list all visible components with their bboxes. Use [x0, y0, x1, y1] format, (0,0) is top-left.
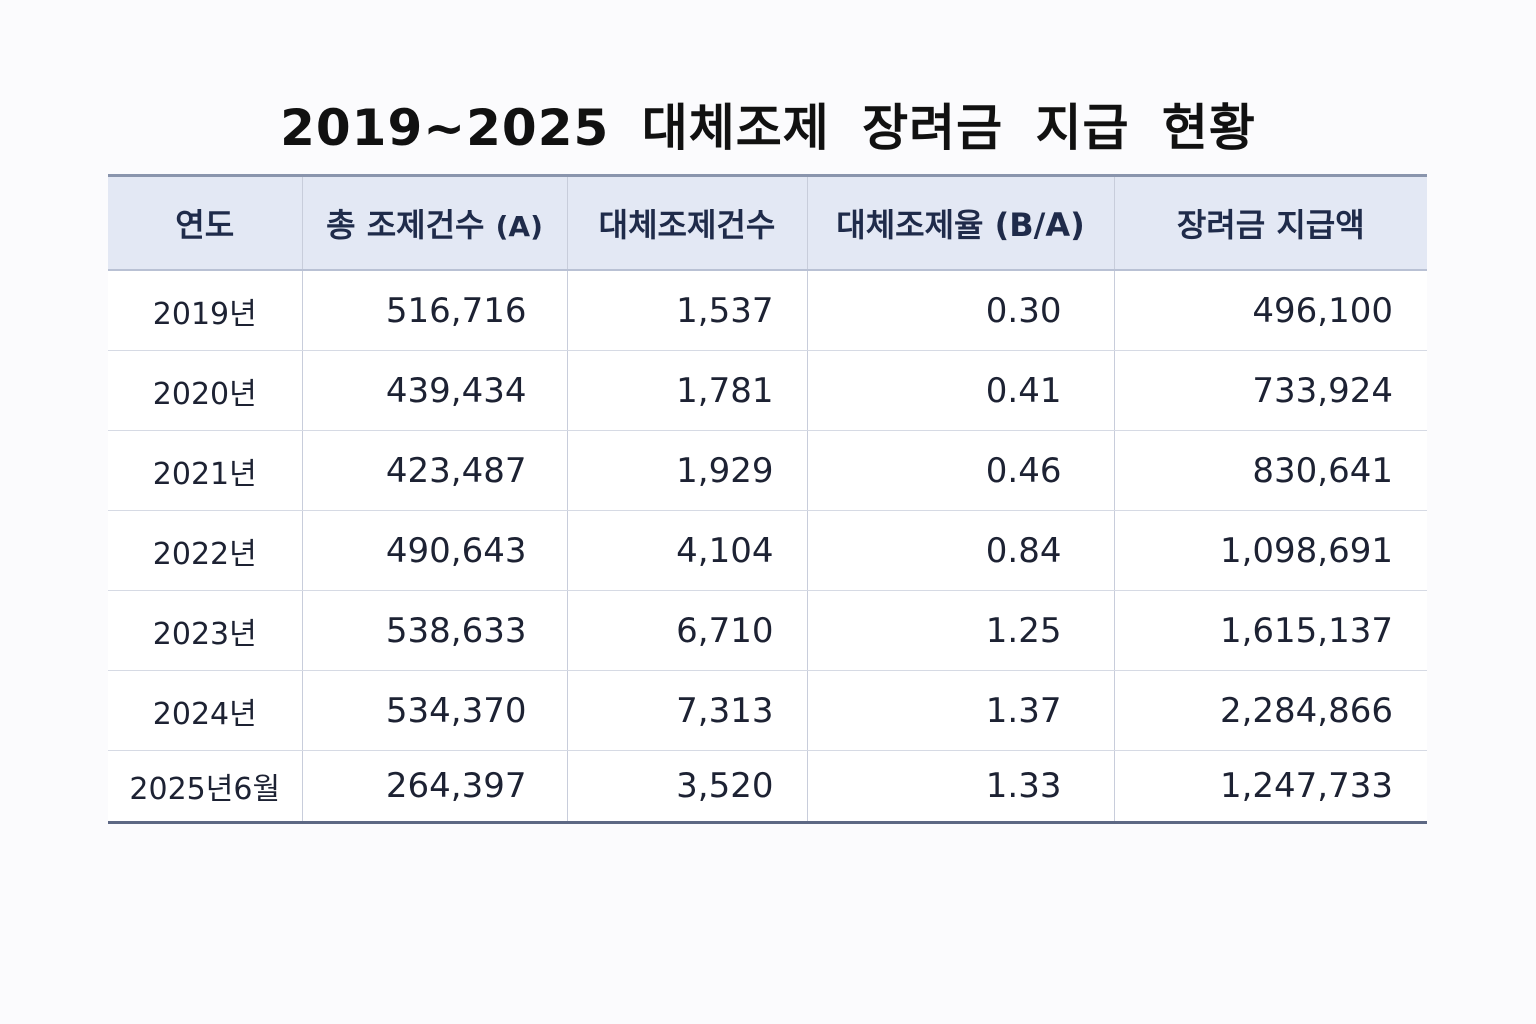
header-incentive: 장려금 지급액: [1113, 175, 1427, 271]
header-rate: 대체조제율 (B/A): [806, 175, 1115, 271]
incentive-cell: 1,098,691: [1113, 510, 1427, 591]
incentive-cell: 1,247,733: [1113, 750, 1427, 823]
total-cell: 423,487: [301, 430, 568, 511]
header-year: 연도: [108, 175, 303, 271]
substitute-cell: 7,313: [566, 670, 808, 751]
year-cell: 2023년: [108, 590, 303, 671]
table-row: 2025년6월 264,397 3,520 1.33 1,247,733: [108, 750, 1427, 823]
year-cell: 2020년: [108, 350, 303, 431]
year-cell: 2025년6월: [108, 750, 303, 823]
header-total-label: 총 조제건수: [326, 206, 485, 244]
table-row: 2019년 516,716 1,537 0.30 496,100: [108, 270, 1427, 351]
total-cell: 264,397: [301, 750, 568, 823]
table-header-row: 연도 총 조제건수 (A) 대체조제건수 대체조제율 (B/A) 장려금 지급액: [108, 175, 1427, 271]
substitute-cell: 6,710: [566, 590, 808, 671]
total-cell: 538,633: [301, 590, 568, 671]
incentive-cell: 2,284,866: [1113, 670, 1427, 751]
rate-cell: 1.37: [806, 670, 1115, 751]
total-cell: 516,716: [301, 270, 568, 351]
rate-cell: 1.33: [806, 750, 1115, 823]
year-cell: 2019년: [108, 270, 303, 351]
substitute-cell: 1,929: [566, 430, 808, 511]
table-row: 2021년 423,487 1,929 0.46 830,641: [108, 430, 1427, 511]
rate-cell: 0.41: [806, 350, 1115, 431]
rate-cell: 0.46: [806, 430, 1115, 511]
incentive-cell: 1,615,137: [1113, 590, 1427, 671]
header-substitute: 대체조제건수: [566, 175, 808, 271]
incentive-table: 연도 총 조제건수 (A) 대체조제건수 대체조제율 (B/A) 장려금 지급액…: [108, 174, 1427, 824]
incentive-cell: 496,100: [1113, 270, 1427, 351]
table-row: 2022년 490,643 4,104 0.84 1,098,691: [108, 510, 1427, 591]
substitute-cell: 1,781: [566, 350, 808, 431]
page-title: 2019~2025 대체조제 장려금 지급 현황: [280, 99, 1256, 157]
table-row: 2023년 538,633 6,710 1.25 1,615,137: [108, 590, 1427, 671]
incentive-cell: 830,641: [1113, 430, 1427, 511]
table-row: 2024년 534,370 7,313 1.37 2,284,866: [108, 670, 1427, 751]
incentive-cell: 733,924: [1113, 350, 1427, 431]
total-cell: 439,434: [301, 350, 568, 431]
total-cell: 534,370: [301, 670, 568, 751]
substitute-cell: 4,104: [566, 510, 808, 591]
header-total-suffix: (A): [495, 210, 543, 243]
table-row: 2020년 439,434 1,781 0.41 733,924: [108, 350, 1427, 431]
rate-cell: 0.30: [806, 270, 1115, 351]
header-total: 총 조제건수 (A): [301, 175, 568, 271]
substitute-cell: 1,537: [566, 270, 808, 351]
total-cell: 490,643: [301, 510, 568, 591]
substitute-cell: 3,520: [566, 750, 808, 823]
rate-cell: 1.25: [806, 590, 1115, 671]
year-cell: 2021년: [108, 430, 303, 511]
year-cell: 2022년: [108, 510, 303, 591]
rate-cell: 0.84: [806, 510, 1115, 591]
year-cell: 2024년: [108, 670, 303, 751]
